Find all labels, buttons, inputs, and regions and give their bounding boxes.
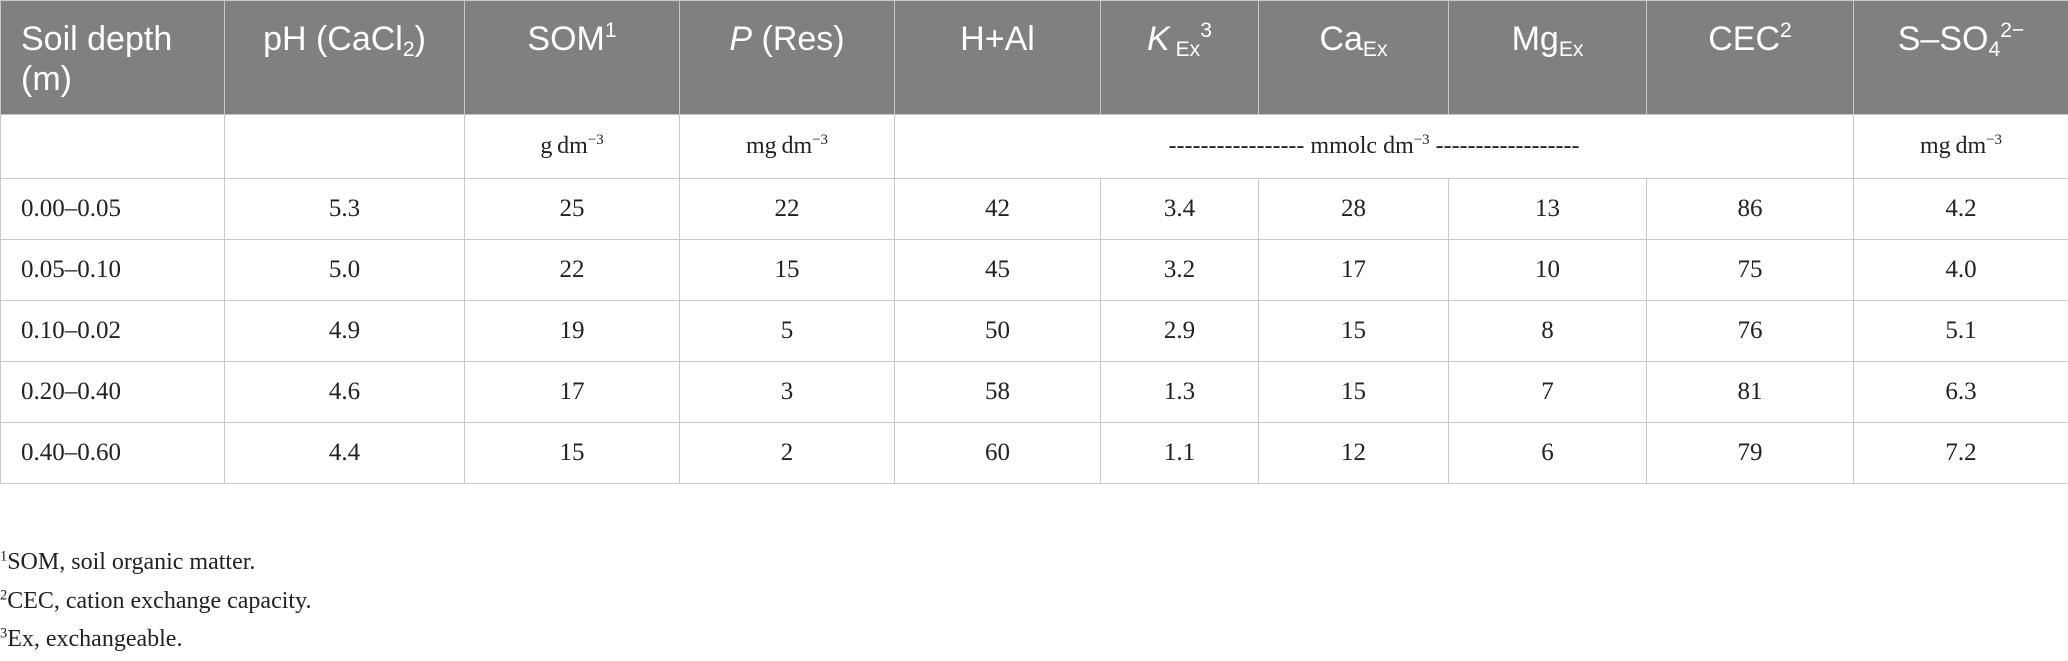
header-row: Soil depth (m) pH (CaCl2) SOM1 P (Res) H…	[0, 0, 2068, 115]
table-row: 0.20–0.40 4.6 17 3 58 1.3 15 7 81 6.3	[0, 361, 2068, 423]
units-row: g dm−3 mg dm−3 ----------------- mmolc d…	[0, 114, 2068, 179]
table-row: 0.10–0.02 4.9 19 5 50 2.9 15 8 76 5.1	[0, 300, 2068, 362]
cell-soil-depth: 0.05–0.10	[0, 239, 225, 301]
footnote-1: 1SOM, soil organic matter.	[0, 548, 256, 575]
cell-p: 2	[679, 422, 895, 484]
units-som: g dm−3	[464, 114, 680, 179]
cell-ca-ex: 15	[1258, 300, 1449, 362]
cell-k-ex: 1.3	[1100, 361, 1259, 423]
cell-h-al: 60	[894, 422, 1101, 484]
table-row: 0.40–0.60 4.4 15 2 60 1.1 12 6 79 7.2	[0, 422, 2068, 484]
cell-mg-ex: 13	[1448, 178, 1647, 240]
cell-ca-ex: 15	[1258, 361, 1449, 423]
units-cell-empty	[0, 114, 225, 179]
cell-som: 19	[464, 300, 680, 362]
footnote-2: 2CEC, cation exchange capacity.	[0, 587, 312, 614]
header-som: SOM1	[464, 0, 680, 115]
cell-p: 5	[679, 300, 895, 362]
table-row: 0.05–0.10 5.0 22 15 45 3.2 17 10 75 4.0	[0, 239, 2068, 301]
units-p: mg dm−3	[679, 114, 895, 179]
footnote-3: 3Ex, exchangeable.	[0, 625, 183, 652]
cell-soil-depth: 0.40–0.60	[0, 422, 225, 484]
cell-k-ex: 3.2	[1100, 239, 1259, 301]
header-cec: CEC2	[1646, 0, 1854, 115]
header-mg: MgEx	[1448, 0, 1647, 115]
soil-properties-table: Soil depth (m) pH (CaCl2) SOM1 P (Res) H…	[0, 0, 2068, 484]
cell-cec: 86	[1646, 178, 1854, 240]
cell-mg-ex: 7	[1448, 361, 1647, 423]
header-ca: CaEx	[1258, 0, 1449, 115]
units-s: mg dm−3	[1853, 114, 2068, 179]
cell-ph: 4.4	[224, 422, 465, 484]
cell-cec: 79	[1646, 422, 1854, 484]
units-cell-empty	[224, 114, 465, 179]
cell-mg-ex: 10	[1448, 239, 1647, 301]
units-exchangeable: ----------------- mmolc dm−3 -----------…	[894, 114, 1854, 179]
cell-som: 17	[464, 361, 680, 423]
cell-cec: 75	[1646, 239, 1854, 301]
cell-p: 22	[679, 178, 895, 240]
header-k: K Ex3	[1100, 0, 1259, 115]
cell-ph: 4.6	[224, 361, 465, 423]
cell-k-ex: 2.9	[1100, 300, 1259, 362]
cell-soil-depth: 0.10–0.02	[0, 300, 225, 362]
header-soil-depth: Soil depth (m)	[0, 0, 225, 115]
cell-som: 22	[464, 239, 680, 301]
cell-ca-ex: 12	[1258, 422, 1449, 484]
header-p: P (Res)	[679, 0, 895, 115]
cell-h-al: 50	[894, 300, 1101, 362]
cell-mg-ex: 8	[1448, 300, 1647, 362]
cell-ph: 4.9	[224, 300, 465, 362]
cell-h-al: 42	[894, 178, 1101, 240]
cell-ph: 5.0	[224, 239, 465, 301]
cell-s-so4: 4.2	[1853, 178, 2068, 240]
cell-soil-depth: 0.00–0.05	[0, 178, 225, 240]
cell-s-so4: 4.0	[1853, 239, 2068, 301]
cell-ca-ex: 28	[1258, 178, 1449, 240]
cell-som: 25	[464, 178, 680, 240]
cell-p: 3	[679, 361, 895, 423]
cell-h-al: 45	[894, 239, 1101, 301]
header-ph: pH (CaCl2)	[224, 0, 465, 115]
header-s-so4: S–SO42−	[1853, 0, 2068, 115]
table-row: 0.00–0.05 5.3 25 22 42 3.4 28 13 86 4.2	[0, 178, 2068, 240]
cell-p: 15	[679, 239, 895, 301]
cell-s-so4: 5.1	[1853, 300, 2068, 362]
cell-cec: 76	[1646, 300, 1854, 362]
cell-s-so4: 6.3	[1853, 361, 2068, 423]
header-h-al: H+Al	[894, 0, 1101, 115]
cell-soil-depth: 0.20–0.40	[0, 361, 225, 423]
cell-s-so4: 7.2	[1853, 422, 2068, 484]
cell-ca-ex: 17	[1258, 239, 1449, 301]
cell-ph: 5.3	[224, 178, 465, 240]
cell-cec: 81	[1646, 361, 1854, 423]
cell-k-ex: 3.4	[1100, 178, 1259, 240]
cell-mg-ex: 6	[1448, 422, 1647, 484]
cell-som: 15	[464, 422, 680, 484]
cell-h-al: 58	[894, 361, 1101, 423]
cell-k-ex: 1.1	[1100, 422, 1259, 484]
